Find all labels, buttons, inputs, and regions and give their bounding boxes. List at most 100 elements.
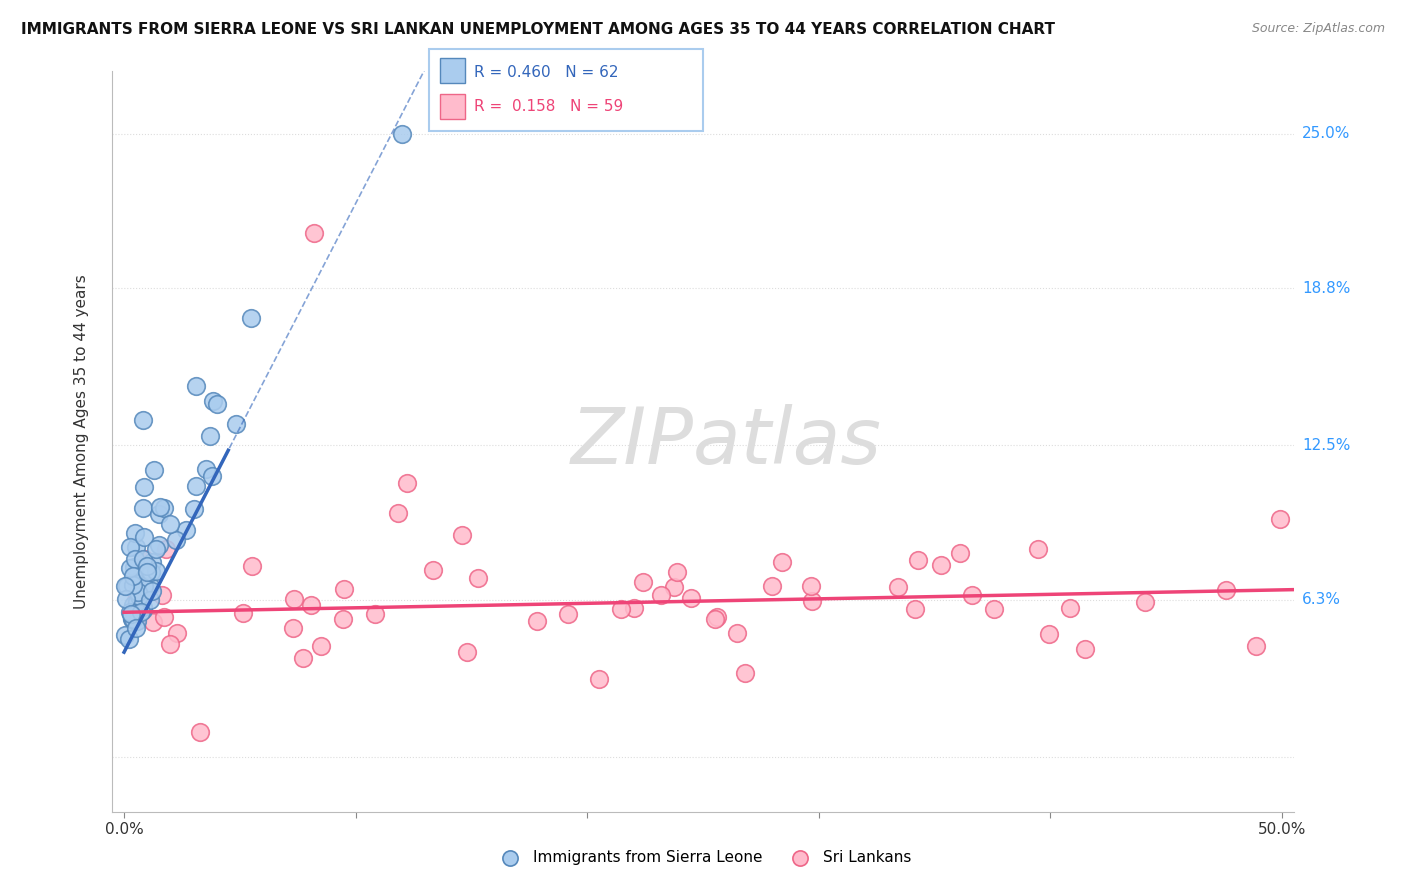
Point [132, 579, 155, 593]
Point [166, 626, 188, 640]
Point [662, 580, 685, 594]
Point [949, 546, 972, 560]
Point [115, 579, 138, 593]
Point [391, 127, 413, 141]
Point [467, 571, 489, 585]
Point [887, 580, 910, 594]
Point [141, 556, 163, 570]
Point [665, 566, 688, 580]
Point [1026, 541, 1049, 556]
Point [124, 526, 146, 541]
Text: 18.8%: 18.8% [1302, 281, 1350, 296]
Point [188, 725, 211, 739]
Point [240, 311, 263, 326]
Point [148, 507, 170, 521]
Point [115, 592, 138, 607]
Point [136, 559, 159, 574]
Point [299, 598, 322, 612]
Point [121, 612, 143, 626]
Point [121, 611, 143, 625]
Point [183, 502, 205, 516]
Point [131, 500, 153, 515]
Point [422, 563, 444, 577]
Point [124, 551, 146, 566]
Point [904, 602, 927, 616]
Point [127, 595, 149, 609]
Point [132, 551, 155, 566]
Point [125, 592, 148, 607]
Point [195, 462, 218, 476]
Point [132, 551, 155, 566]
Point [332, 611, 354, 625]
Point [136, 565, 159, 579]
Point [526, 614, 548, 628]
Point [124, 575, 146, 590]
Point [761, 579, 783, 593]
Point [451, 528, 474, 542]
Point [456, 645, 478, 659]
Point [148, 538, 170, 552]
Point [145, 564, 167, 578]
Point [127, 585, 149, 599]
Point [121, 578, 143, 592]
Point [139, 579, 162, 593]
Point [363, 607, 385, 621]
Point [800, 579, 823, 593]
Point [704, 612, 727, 626]
Point [159, 637, 181, 651]
Point [118, 561, 141, 575]
Point [706, 610, 728, 624]
Point [184, 378, 207, 392]
Point [960, 588, 983, 602]
Point [309, 639, 332, 653]
Point [201, 469, 224, 483]
Point [159, 517, 181, 532]
Point [201, 393, 224, 408]
Point [128, 589, 150, 603]
Point [205, 397, 228, 411]
Point [770, 555, 793, 569]
Legend: Immigrants from Sierra Leone, Sri Lankans: Immigrants from Sierra Leone, Sri Lankan… [488, 844, 918, 871]
Point [165, 533, 187, 548]
Point [333, 582, 356, 597]
Point [134, 480, 156, 494]
Point [1244, 639, 1267, 653]
Text: Source: ZipAtlas.com: Source: ZipAtlas.com [1251, 22, 1385, 36]
Point [131, 413, 153, 427]
Point [114, 579, 136, 593]
Point [650, 588, 672, 602]
Point [142, 615, 165, 629]
Point [725, 626, 748, 640]
Point [145, 541, 167, 556]
Point [125, 621, 148, 635]
Text: IMMIGRANTS FROM SIERRA LEONE VS SRI LANKAN UNEMPLOYMENT AMONG AGES 35 TO 44 YEAR: IMMIGRANTS FROM SIERRA LEONE VS SRI LANK… [21, 22, 1054, 37]
Point [929, 558, 952, 572]
Point [1133, 595, 1156, 609]
Point [292, 650, 315, 665]
Point [118, 632, 141, 646]
Point [141, 584, 163, 599]
Point [155, 541, 177, 556]
Point [139, 592, 162, 607]
Point [200, 429, 222, 443]
Point [1074, 642, 1097, 657]
Point [281, 621, 304, 635]
Point [800, 594, 823, 608]
Point [1059, 601, 1081, 615]
Point [302, 227, 325, 241]
Text: 25.0%: 25.0% [1302, 126, 1350, 141]
Point [143, 463, 166, 477]
Point [907, 553, 929, 567]
Point [150, 588, 173, 602]
Point [1215, 582, 1237, 597]
Point [734, 665, 756, 680]
Text: 6.3%: 6.3% [1302, 592, 1341, 607]
Y-axis label: Unemployment Among Ages 35 to 44 years: Unemployment Among Ages 35 to 44 years [75, 274, 89, 609]
Point [1038, 627, 1060, 641]
Point [120, 606, 142, 620]
Point [129, 605, 152, 619]
Point [122, 598, 145, 612]
Point [122, 559, 145, 574]
Point [610, 602, 633, 616]
Point [232, 606, 254, 620]
